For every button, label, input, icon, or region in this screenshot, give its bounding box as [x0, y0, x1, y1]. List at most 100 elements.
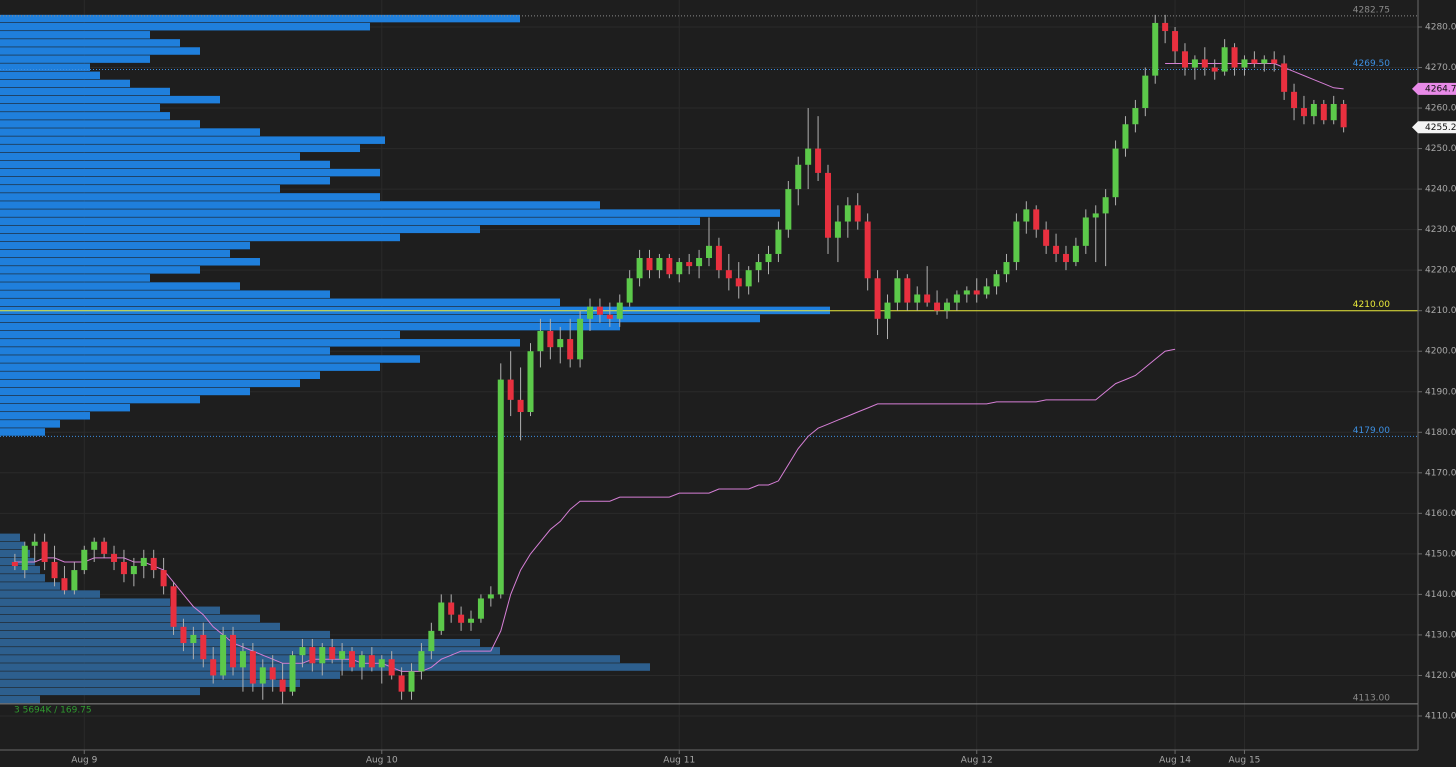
candle-body [656, 258, 663, 271]
candle-body [874, 278, 881, 319]
profile-bar [0, 266, 200, 274]
profile-bar [0, 322, 620, 331]
candle-body [477, 598, 484, 619]
profile-bar [0, 347, 330, 355]
profile-bar [0, 355, 420, 363]
level-label: 4210.00 [1353, 300, 1390, 310]
profile-bar [0, 533, 20, 542]
candle-body [1181, 51, 1188, 68]
candle-body [517, 399, 524, 413]
candle-body [120, 561, 127, 575]
candle-body [438, 602, 445, 631]
candle-body [557, 339, 564, 348]
y-tick-label: 4270.00 [1425, 63, 1456, 73]
candle-body [279, 679, 286, 692]
profile-bar [0, 647, 500, 655]
candle-body [765, 253, 772, 263]
price-tag-label: 4255.25 [1425, 123, 1456, 133]
candle-body [1142, 75, 1149, 109]
candle-body [1043, 229, 1050, 246]
profile-bar [0, 95, 220, 104]
y-tick-label: 4210.00 [1425, 306, 1456, 316]
profile-bar [0, 566, 40, 574]
profile-bar [0, 679, 300, 688]
candle-body [1092, 213, 1099, 218]
profile-bar [0, 241, 250, 250]
candle-body [686, 262, 693, 267]
level-label: 4282.75 [1353, 5, 1390, 15]
candle-body [606, 314, 613, 319]
candle-body [963, 290, 970, 295]
candle-body [785, 189, 792, 230]
candle-body [914, 294, 921, 303]
candle-body [527, 351, 534, 413]
candle-body [646, 258, 653, 271]
profile-bar [0, 176, 330, 185]
profile-bar [0, 201, 600, 209]
price-tag [1412, 121, 1456, 134]
profile-bar [0, 314, 760, 323]
profile-bar [0, 663, 650, 671]
profile-bar [0, 168, 380, 177]
candle-body [1271, 59, 1278, 64]
profile-bar [0, 120, 200, 128]
candle-body [309, 647, 316, 664]
candle-body [1172, 31, 1179, 52]
profile-bar [0, 258, 260, 266]
profile-bar [0, 63, 90, 71]
candle-body [696, 258, 703, 267]
y-tick-label: 4130.00 [1425, 630, 1456, 640]
candle-body [61, 578, 68, 591]
candle-body [815, 148, 822, 173]
profile-bar [0, 420, 60, 428]
profile-bar [0, 606, 220, 615]
profile-bar [0, 14, 520, 23]
profile-bar [0, 363, 380, 371]
candle-body [81, 549, 88, 571]
candle-layer [11, 14, 1347, 704]
candle-body [1023, 209, 1030, 222]
profile-bar [0, 582, 60, 590]
profile-layer [0, 14, 830, 704]
x-tick-label: Aug 9 [71, 756, 97, 766]
y-tick-label: 4280.00 [1425, 22, 1456, 32]
candle-body [1191, 59, 1198, 68]
profile-bar [0, 387, 250, 396]
profile-bar [0, 79, 130, 88]
candle-body [388, 659, 395, 676]
candle-body [448, 602, 455, 615]
candle-body [1261, 59, 1268, 64]
candle-body [924, 294, 931, 303]
candle-body [993, 274, 1000, 287]
profile-bar [0, 290, 330, 298]
candle-body [894, 278, 901, 303]
profile-bar [0, 298, 560, 307]
profile-bar [0, 185, 280, 193]
y-tick-label: 4160.00 [1425, 509, 1456, 519]
candle-body [1241, 59, 1248, 68]
candle-body [378, 659, 385, 668]
candle-body [259, 667, 266, 684]
profile-bar [0, 193, 380, 201]
profile-bar [0, 339, 520, 347]
profile-bar [0, 282, 240, 290]
profile-bar [0, 136, 385, 144]
candle-body [725, 270, 732, 279]
price-tag [1412, 82, 1456, 95]
level-label: 4269.50 [1353, 59, 1390, 69]
profile-bar [0, 638, 480, 647]
candle-body [329, 647, 336, 660]
candle-body [349, 651, 356, 668]
profile-bar [0, 549, 30, 558]
candle-body [41, 541, 48, 562]
profile-bar [0, 209, 780, 217]
y-tick-label: 4220.00 [1425, 266, 1456, 276]
candle-body [150, 557, 157, 571]
profile-bar [0, 622, 280, 631]
profile-bar [0, 371, 320, 379]
profile-bar [0, 590, 100, 598]
candle-body [943, 302, 950, 311]
y-tick-label: 4110.00 [1425, 711, 1456, 721]
candle-body [1211, 67, 1218, 72]
candle-body [884, 302, 891, 319]
